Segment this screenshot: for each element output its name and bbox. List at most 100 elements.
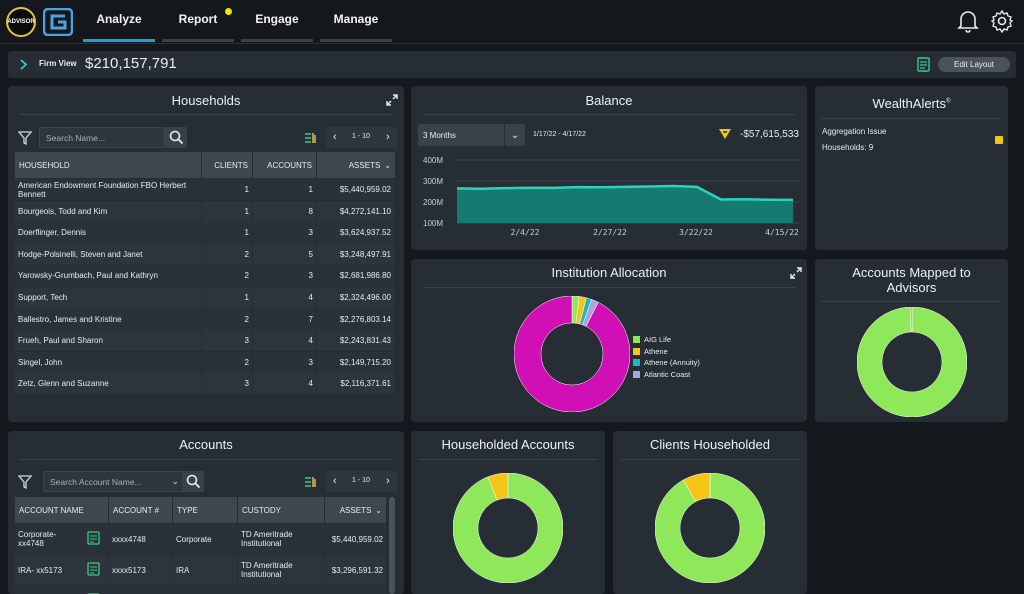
- legend-item[interactable]: Athene (Annuity): [633, 357, 700, 369]
- sort-down-icon: ⌄: [384, 160, 391, 170]
- cell-text: $3,296,591.32: [331, 565, 383, 575]
- table-row[interactable]: Yarowsky-Grumbach, Paul and Kathryn 2 3 $2,…: [15, 265, 395, 287]
- chevron-right-icon[interactable]: [20, 59, 28, 70]
- table-row[interactable]: Ballestro, James and Kristine 2 7 $2,276,80…: [15, 308, 395, 330]
- table-row[interactable]: Frueh, Paul and Sharon 3 4 $2,243,831.43: [15, 330, 395, 352]
- accounts-mapped-panel: Accounts Mapped to Advisors: [815, 259, 1008, 422]
- col-accounts[interactable]: ACCOUNTS: [253, 152, 316, 178]
- panel-title: Balance: [585, 93, 633, 108]
- type-cell: Corporate: [173, 524, 238, 554]
- col-custody[interactable]: CUSTODY: [238, 497, 324, 523]
- donut-slice[interactable]: [910, 307, 913, 333]
- accounts-cell: 5: [253, 243, 317, 265]
- expand-icon[interactable]: [790, 267, 802, 279]
- expand-icon[interactable]: [386, 94, 398, 106]
- table-row[interactable]: IRA- xx5173 xxxx5173 IRA TD Ameritrade Inst…: [15, 555, 387, 585]
- filter-icon[interactable]: [18, 475, 32, 489]
- household-name-cell: Yarowsky-Grumbach, Paul and Kathryn: [15, 265, 202, 287]
- legend-item[interactable]: Athene: [633, 346, 700, 358]
- edit-layout-button[interactable]: Edit Layout: [938, 57, 1010, 72]
- legend-swatch: [633, 336, 640, 344]
- advisor-badge[interactable]: ADVISOR: [6, 7, 36, 37]
- donut-slice[interactable]: [857, 307, 967, 417]
- allocation-legend: AIG Life Athene Athene (Annuity) Atlantic C…: [633, 334, 700, 380]
- assets-cell: $2,116,371.61: [317, 373, 395, 395]
- accounts-cell: 4: [253, 373, 317, 395]
- household-name-cell: Zetz, Glenn and Suzanne: [15, 373, 202, 395]
- table-row[interactable]: Doerflinger, Dennis 1 3 $3,624,937.52: [15, 222, 395, 244]
- wealth-alerts-title: WealthAlerts: [872, 96, 947, 111]
- search-placeholder: Search Name...: [46, 132, 106, 143]
- search-button[interactable]: [165, 127, 187, 148]
- assets-cell: $2,243,831.43: [317, 330, 395, 352]
- col-assets-label: ASSETS: [339, 505, 372, 515]
- prev-page-button[interactable]: ‹: [333, 131, 337, 143]
- col-household[interactable]: HOUSEHOLD: [15, 152, 201, 178]
- accounts-cell: 1: [253, 179, 317, 200]
- tab-manage[interactable]: Manage: [320, 0, 392, 42]
- search-button[interactable]: [182, 471, 204, 492]
- chevron-down-icon[interactable]: ⌄: [171, 476, 179, 486]
- panel-title: Householded Accounts: [441, 437, 575, 452]
- tab-report[interactable]: Report: [162, 0, 234, 42]
- tab-label: Analyze: [96, 12, 142, 26]
- column-settings-icon[interactable]: [304, 131, 318, 145]
- column-settings-icon[interactable]: [304, 475, 318, 489]
- donut-slice[interactable]: [655, 473, 765, 583]
- tab-label: Report: [178, 12, 218, 26]
- donut-slice[interactable]: [487, 473, 509, 501]
- filter-icon[interactable]: [18, 131, 32, 145]
- gear-icon[interactable]: [990, 9, 1014, 33]
- legend-item[interactable]: AIG Life: [633, 334, 700, 346]
- cell-text: TD Ameritrade Institutional: [241, 561, 293, 579]
- tab-engage[interactable]: Engage: [241, 0, 313, 42]
- table-row[interactable]: American Endowment Foundation FBO Herber…: [15, 179, 395, 200]
- cell-text: IRA: [176, 565, 190, 575]
- legend-item[interactable]: Atlantic Coast: [633, 369, 700, 381]
- bell-icon[interactable]: [957, 9, 979, 33]
- account-number-cell: [109, 586, 173, 594]
- scrollbar[interactable]: [389, 497, 395, 594]
- search-icon: [169, 130, 184, 145]
- cell-text: Corporate- xx4748: [18, 530, 57, 548]
- donut-slice[interactable]: [453, 473, 563, 583]
- account-note-icon[interactable]: [87, 562, 100, 576]
- cell-text: TD Ameritrade Institutional: [241, 530, 293, 548]
- col-account-number[interactable]: ACCOUNT #: [109, 497, 172, 523]
- wealth-alerts-panel: WealthAlerts® Aggregation Issue Househol…: [815, 86, 1008, 250]
- col-type[interactable]: TYPE: [173, 497, 237, 523]
- next-page-button[interactable]: ›: [386, 131, 390, 143]
- col-clients[interactable]: CLIENTS: [202, 152, 252, 178]
- account-search-input[interactable]: Search Account Name... ⌄: [43, 471, 184, 492]
- donut-slice[interactable]: [683, 473, 711, 503]
- pagination: ‹ 1 - 10 ›: [326, 471, 398, 492]
- panel-title: Clients Householded: [650, 437, 770, 452]
- table-row[interactable]: Corporate- xx4748 xxxx4748 Corporate TD Ame…: [15, 524, 387, 554]
- col-assets[interactable]: ASSETS ⌄: [325, 497, 386, 523]
- household-search-input[interactable]: Search Name...: [39, 127, 165, 148]
- x-tick-label: 2/4/22: [511, 228, 540, 237]
- table-row[interactable]: Zetz, Glenn and Suzanne 3 4 $2,116,371.61: [15, 373, 395, 395]
- firm-view-bar: Firm View $210,157,791 Edit Layout: [8, 51, 1016, 78]
- table-row[interactable]: Hodge-Polsinelli, Steven and Janet 2 5 $3,2…: [15, 243, 395, 265]
- table-row[interactable]: Support, Tech 1 4 $2,324,496.00: [15, 287, 395, 308]
- notification-dot: [225, 8, 232, 15]
- balance-change: -$57,615,533: [740, 129, 799, 140]
- col-account-name[interactable]: ACCOUNT NAME: [15, 497, 108, 523]
- assets-cell: $2,149,715.20: [317, 351, 395, 373]
- donut-slice[interactable]: [514, 296, 630, 412]
- account-note-icon[interactable]: [87, 531, 100, 545]
- col-assets[interactable]: ASSETS ⌄: [317, 152, 395, 178]
- y-tick-label: 200M: [423, 198, 443, 207]
- document-icon[interactable]: [917, 57, 930, 72]
- period-select[interactable]: 3 Months ⌄: [418, 124, 525, 146]
- legend-label: AIG Life: [644, 335, 672, 345]
- top-bar: ADVISOR Analyze Report Engage Manage: [0, 0, 1024, 44]
- prev-page-button[interactable]: ‹: [333, 475, 337, 487]
- alert-item[interactable]: Aggregation Issue: [822, 127, 887, 136]
- tab-analyze[interactable]: Analyze: [83, 0, 155, 42]
- table-row[interactable]: TD Ameritrade: [15, 586, 387, 594]
- table-row[interactable]: Bourgeois, Todd and Kim 1 8 $4,272,141.10: [15, 200, 395, 222]
- next-page-button[interactable]: ›: [386, 475, 390, 487]
- table-row[interactable]: Singel, John 2 3 $2,149,715.20: [15, 351, 395, 373]
